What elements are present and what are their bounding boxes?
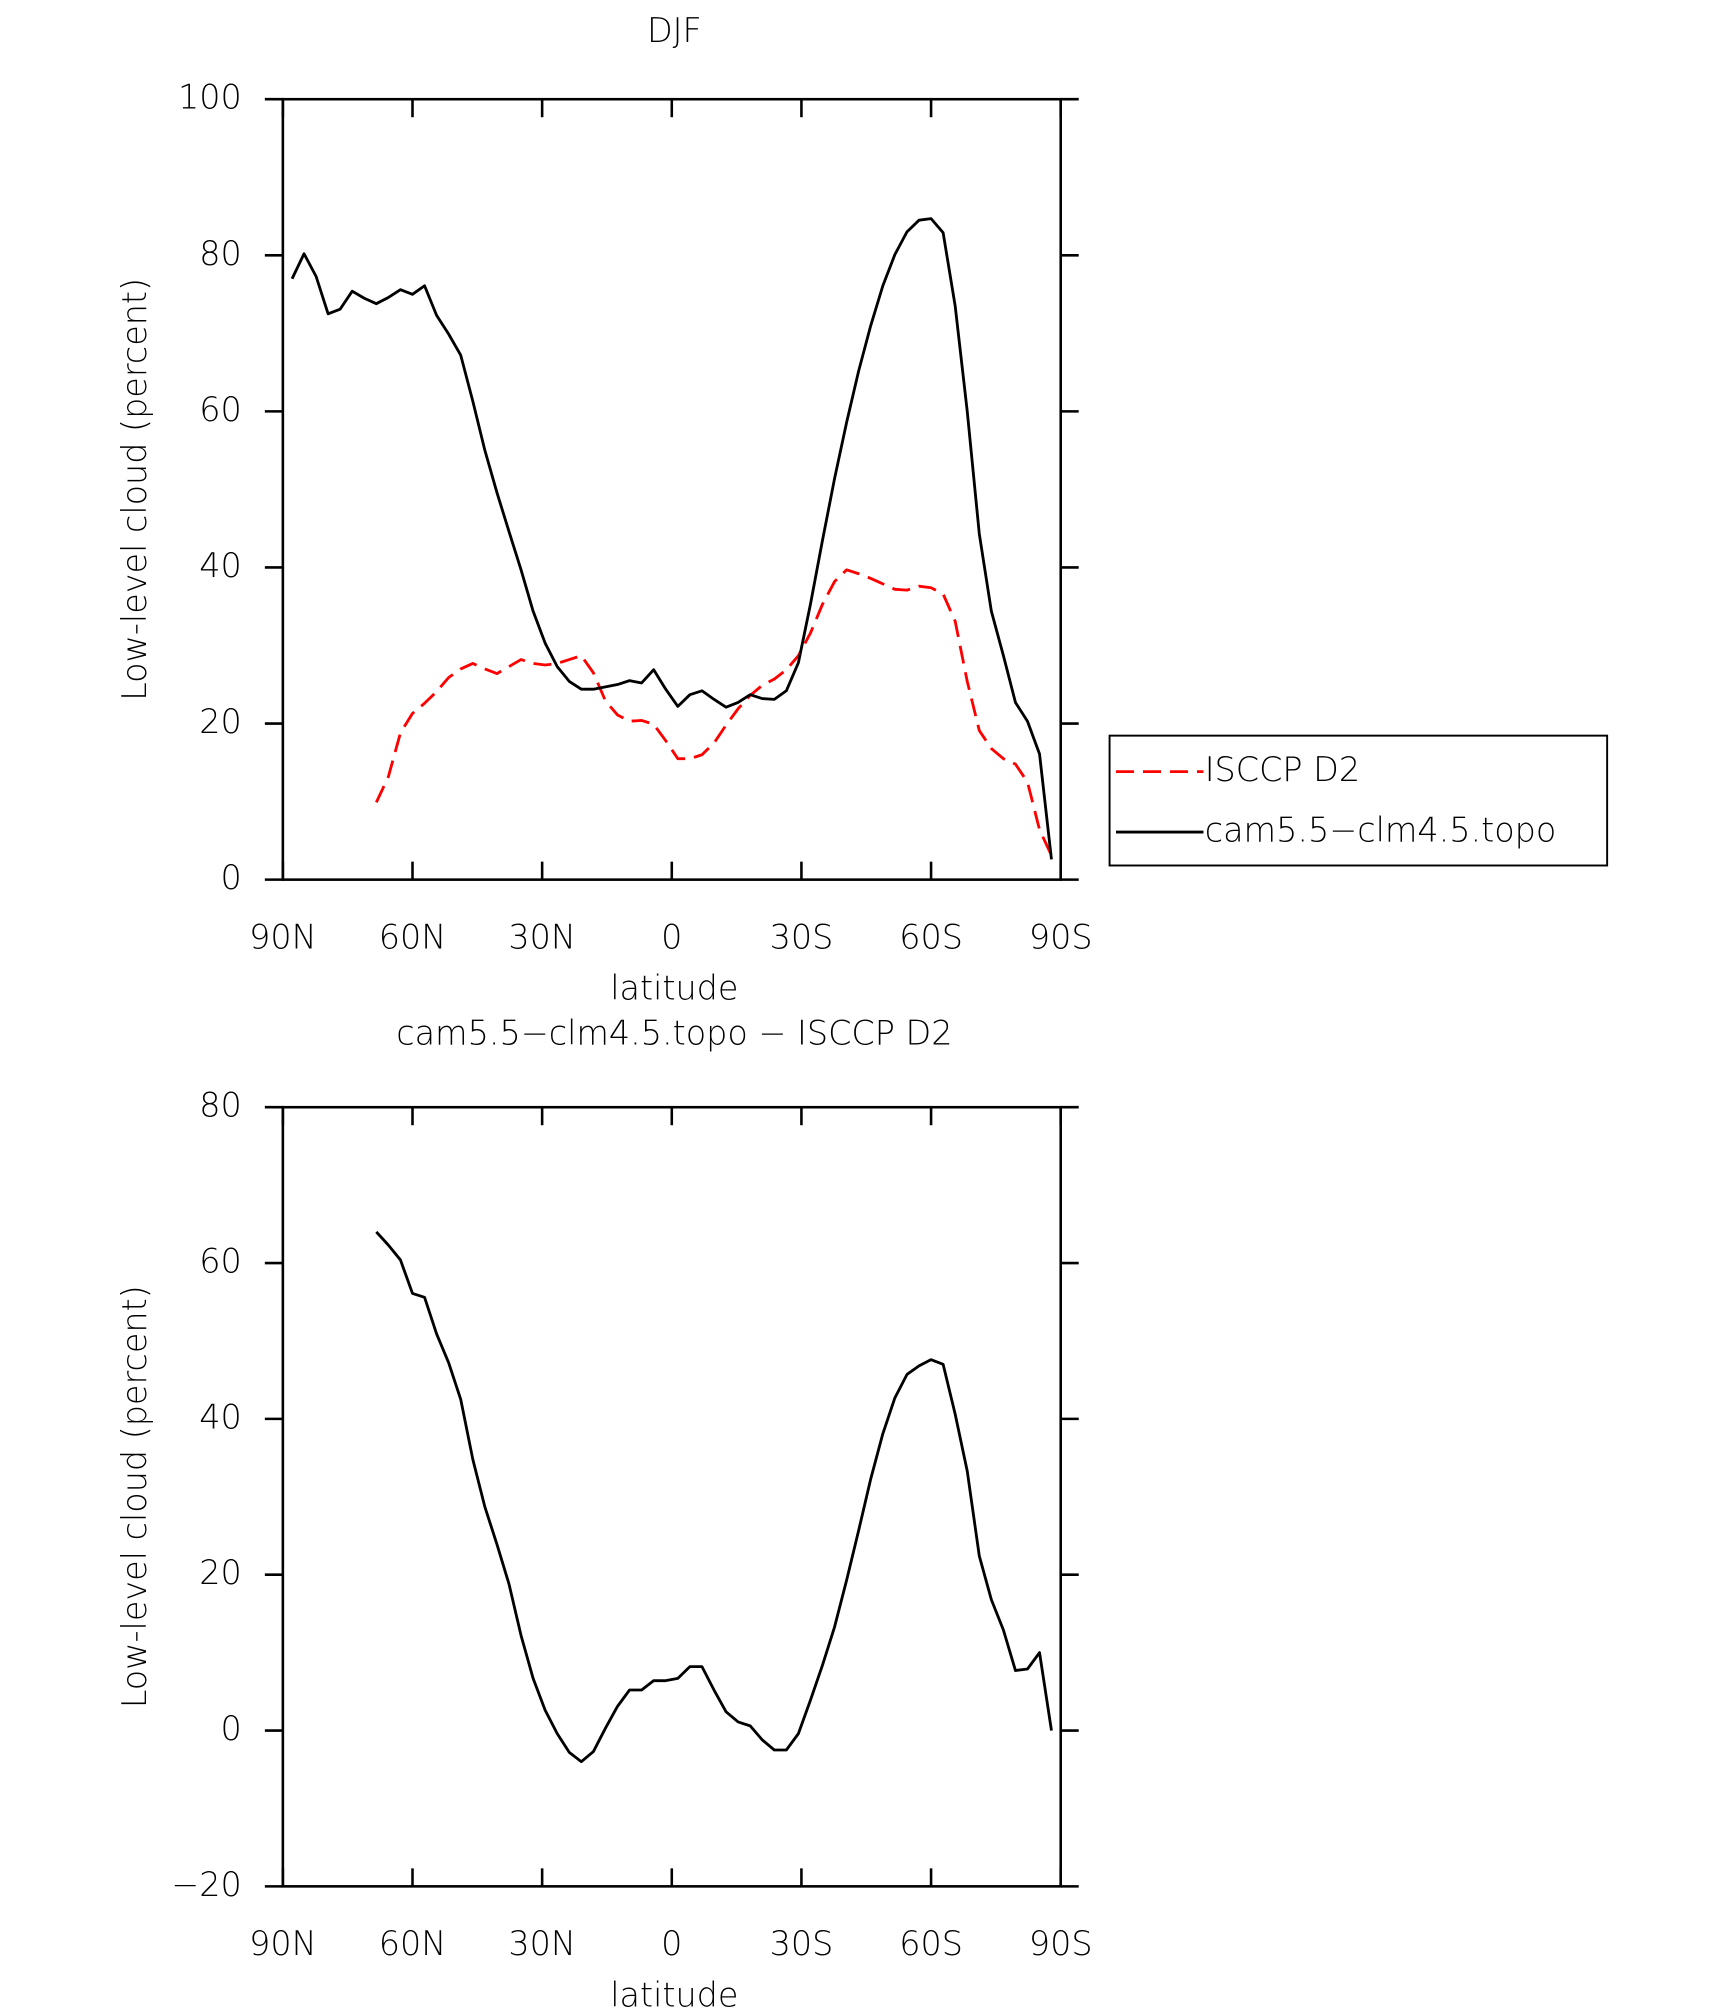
data-line [290,217,1053,860]
x-tick-label: 90N [249,917,317,956]
y-tick-label: 20 [199,702,242,741]
data-line [375,568,1053,857]
x-tick-label: 0 [661,1924,682,1963]
legend-label: ISCCP D2 [1205,750,1360,789]
x-axis-label: latitude [610,969,738,1008]
y-axis-label: Low-level cloud (percent) [115,278,154,701]
y-tick-label: 0 [220,858,241,897]
y-tick-label: 60 [199,1242,242,1281]
x-tick-label: 60N [379,1924,447,1963]
y-tick-label: 100 [178,78,242,117]
y-tick-label: 40 [199,546,242,585]
x-tick-label: 90N [249,1924,317,1963]
y-tick-label: 0 [220,1709,241,1748]
x-tick-label: 60N [379,917,447,956]
y-tick-label: 80 [199,1086,242,1125]
y-tick-label: 80 [199,234,242,273]
plot-frame [281,97,1062,881]
x-tick-label: 90S [1029,917,1093,956]
plot-frame [281,1105,1062,1888]
y-tick-label: −20 [171,1865,242,1904]
x-tick-label: 30S [770,1924,834,1963]
chart-title: DJF [647,11,702,50]
chart-title: cam5.5−clm4.5.topo − ISCCP D2 [396,1014,952,1053]
y-tick-label: 40 [199,1397,242,1436]
x-tick-label: 60S [899,917,963,956]
x-tick-label: 30S [770,917,834,956]
data-line [375,1230,1053,1764]
x-tick-label: 90S [1029,1924,1093,1963]
y-tick-label: 20 [199,1553,242,1592]
x-tick-label: 0 [661,917,682,956]
legend-box [1108,734,1609,867]
y-axis-label: Low-level cloud (percent) [115,1285,154,1708]
x-axis-label: latitude [610,1975,738,2010]
x-tick-label: 60S [899,1924,963,1963]
x-tick-label: 30N [508,917,575,956]
y-tick-label: 60 [199,390,242,429]
legend-label: cam5.5−clm4.5.topo [1205,811,1557,850]
x-tick-label: 30N [508,1924,575,1963]
